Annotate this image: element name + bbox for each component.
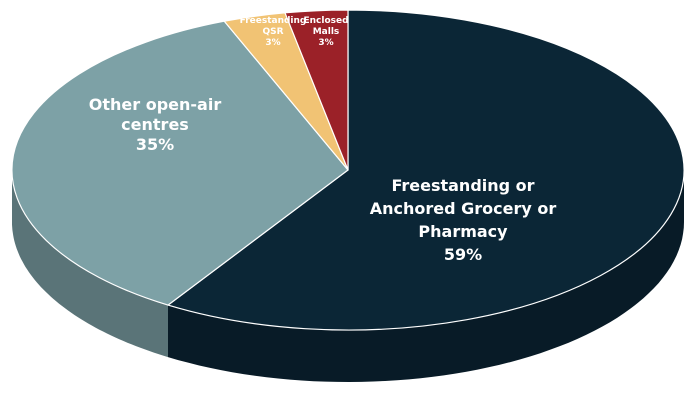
- pie-slice-3: [284, 9, 349, 171]
- slice-label-3: Enclosed Malls 3%: [303, 16, 348, 48]
- slice-label-line-0-1: Anchored Grocery or: [370, 199, 557, 218]
- slice-label-2: Freestanding QSR 3%: [240, 16, 307, 48]
- pie-side-0: [168, 170, 684, 382]
- slice-percent-1: 35%: [136, 135, 174, 154]
- slice-percent-3: 3%: [318, 38, 333, 48]
- slice-label-line-3-1: Malls: [313, 27, 340, 37]
- pie-labels: Freestanding or Anchored Grocery or Pharma…: [89, 16, 557, 264]
- pie-sides: [12, 170, 684, 382]
- pie-side-1: [12, 170, 168, 358]
- pie-slice-1: [11, 20, 349, 306]
- slice-percent-0: 59%: [444, 245, 482, 264]
- slice-label-line-2-0: Freestanding: [240, 16, 307, 26]
- slice-label-0: Freestanding or Anchored Grocery or Pharma…: [370, 176, 557, 264]
- slice-label-line-2-1: QSR: [262, 27, 283, 37]
- slice-label-line-0-0: Freestanding or: [391, 176, 534, 195]
- slice-label-line-3-0: Enclosed: [303, 16, 348, 26]
- slice-label-1: Other open-air centres 35%: [89, 95, 222, 154]
- slice-percent-2: 3%: [265, 38, 280, 48]
- pie-tops: [11, 9, 685, 331]
- slice-label-line-0-2: Pharmacy: [418, 222, 508, 241]
- pie-slice-0: [166, 9, 685, 331]
- slice-label-line-1-1: centres: [121, 115, 189, 134]
- slice-label-line-1-0: Other open-air: [89, 95, 222, 114]
